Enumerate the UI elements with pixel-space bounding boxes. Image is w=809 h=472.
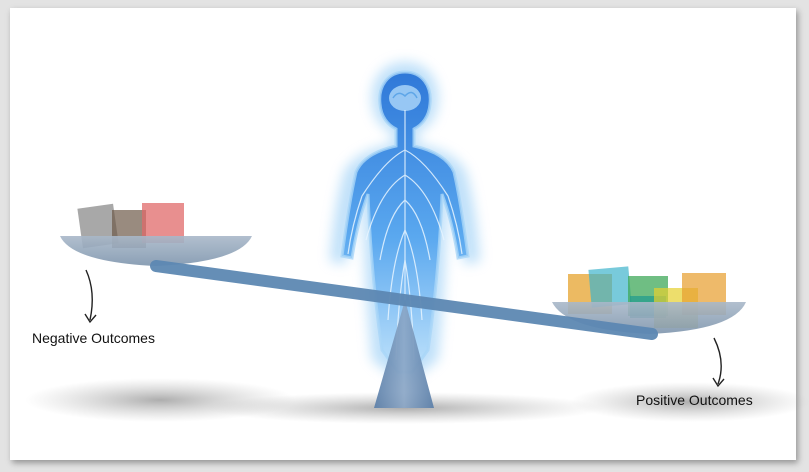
curved-arrow-down-icon (84, 269, 97, 324)
positive-outcomes-label: Positive Outcomes (636, 392, 753, 408)
ground-shadow-right (570, 382, 809, 422)
negative-outcomes-label: Negative Outcomes (32, 330, 155, 346)
negative-pan (60, 203, 252, 266)
curved-arrow-down-icon (712, 337, 725, 388)
fulcrum (374, 300, 434, 408)
seesaw-beam (150, 260, 658, 340)
positive-pan (552, 266, 746, 334)
